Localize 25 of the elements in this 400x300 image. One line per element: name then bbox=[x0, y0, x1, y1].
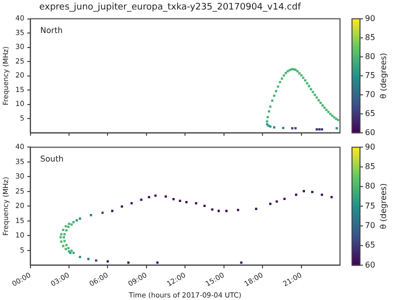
color-bar-label: 85 bbox=[365, 162, 376, 171]
color-bar-label: 65 bbox=[365, 108, 376, 118]
color-bar-title: θ (degrees) bbox=[379, 183, 388, 230]
point bbox=[67, 226, 70, 228]
chart-title: expres_juno_jupiter_europa_txka-y235_20170904_v14.cdf bbox=[39, 2, 302, 13]
color-bar-label: 80 bbox=[365, 182, 376, 191]
point bbox=[320, 128, 324, 131]
color-bar-label: 70 bbox=[365, 220, 376, 230]
color-bar-label: 90 bbox=[365, 142, 376, 152]
point bbox=[254, 208, 258, 210]
color-bar-label: 65 bbox=[365, 240, 376, 250]
color-bar-label: 80 bbox=[365, 52, 376, 61]
point bbox=[127, 261, 130, 264]
color-bar-title: θ (degrees) bbox=[379, 52, 388, 99]
color-bar-label: 70 bbox=[365, 90, 376, 99]
color-bar-label: 60 bbox=[365, 260, 376, 270]
annotation: South bbox=[40, 154, 64, 164]
color-bar-label: 60 bbox=[365, 128, 376, 137]
annotation: North bbox=[40, 26, 63, 35]
point bbox=[87, 258, 90, 260]
color-bar-label: 85 bbox=[365, 32, 376, 42]
point bbox=[67, 246, 70, 250]
color-bar-label: 75 bbox=[365, 201, 376, 210]
color-bar-label: 75 bbox=[365, 70, 376, 80]
color-bar-label: 90 bbox=[365, 14, 376, 23]
